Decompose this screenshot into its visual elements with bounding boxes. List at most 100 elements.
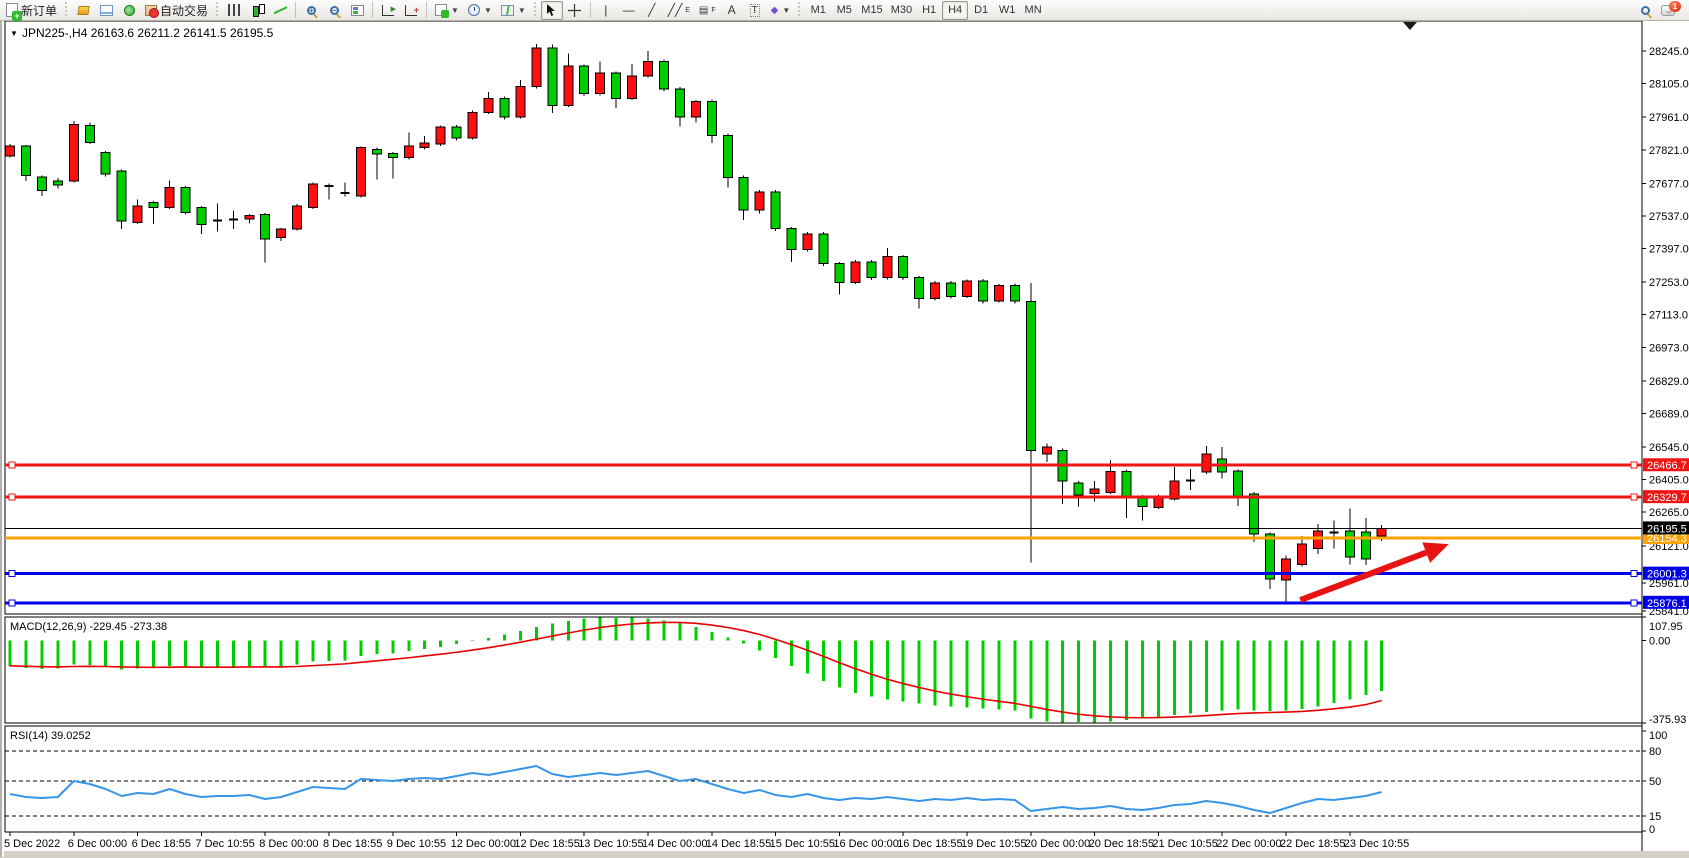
chart-shift-button[interactable] (400, 1, 422, 20)
text-tool[interactable]: A (721, 1, 743, 20)
time-tick-label: 23 Dec 10:55 (1344, 838, 1409, 850)
bearish-candle (1233, 470, 1244, 497)
timeframe-h4-button[interactable]: H4 (942, 0, 969, 20)
line-handle[interactable] (8, 461, 16, 469)
bearish-candle (866, 261, 877, 279)
templates-button[interactable]: ▼ (497, 1, 530, 20)
zoom-in-button[interactable]: + (300, 1, 322, 20)
cursor-tool-button[interactable] (540, 0, 563, 20)
equidistant-channel-tool[interactable]: ╱╱ E (664, 1, 694, 20)
main-toolbar: 新订单 自动交易 + − ▼ ▼ ▼ | — ╱ ╱╱E ▤F A T ◆▼ M… (0, 0, 1689, 21)
bearish-candle (1121, 470, 1132, 497)
tile-windows-icon (350, 4, 364, 16)
price-axis[interactable]: 28245.0 28105.0 27961.0 27821.0 27677.0 27537… (1642, 46, 1689, 618)
crosshair-tool-button[interactable] (564, 1, 586, 20)
time-tick-label: 9 Dec 10:55 (387, 838, 446, 850)
tile-windows-button[interactable] (346, 1, 368, 20)
rsi-panel[interactable]: RSI(14) 39.0252 100 80 50 150 (5, 730, 1667, 836)
bullish-candle (467, 111, 478, 139)
chart-shift-marker[interactable] (1403, 22, 1417, 30)
timeframe-m5-button[interactable]: M5 (836, 4, 852, 16)
bearish-candle (914, 277, 925, 300)
bullish-candle (1312, 530, 1323, 549)
search-button[interactable] (1634, 1, 1656, 20)
autotrading-icon (145, 4, 160, 18)
chart-window[interactable]: 28245.0 28105.0 27961.0 27821.0 27677.0 27537… (0, 21, 1689, 857)
bullish-candle (164, 187, 175, 209)
symbol-info-bar[interactable]: ▼ JPN225-,H4 26163.6 26211.2 26141.5 2619… (10, 26, 274, 40)
market-watch-button[interactable] (72, 1, 94, 20)
bearish-candle (674, 88, 685, 118)
text-icon: A (727, 3, 736, 17)
timeframe-d1-button[interactable]: D1 (974, 4, 989, 16)
text-label-icon: T (749, 3, 760, 17)
bearish-candle (1249, 493, 1260, 535)
bearish-candle (738, 176, 749, 211)
price-tick-label: 26265.0 (1649, 507, 1689, 519)
fibo-sub-label: F (711, 6, 716, 14)
chat-button[interactable]: 1 (1657, 0, 1681, 20)
bullish-candle (850, 261, 861, 283)
toolbar-separator (589, 2, 591, 18)
chevron-down-icon: ▼ (782, 5, 791, 15)
line-handle[interactable] (8, 570, 16, 578)
macd-panel[interactable]: MACD(12,26,9) -229.45 -273.38 107.95 0.00 -… (8, 616, 1686, 726)
arrows-icon: ◆ (770, 4, 779, 16)
toolbar-separator (372, 2, 374, 18)
timeframe-m15-button[interactable]: M15 (861, 4, 883, 16)
line-handle[interactable] (1630, 461, 1638, 469)
bearish-candle (658, 60, 669, 90)
candlestick-chart-icon (251, 4, 265, 17)
time-tick-label: 6 Dec 18:55 (132, 838, 191, 850)
indicators-button[interactable]: ▼ (431, 1, 463, 20)
line-handle[interactable] (1630, 493, 1638, 501)
bullish-candle (435, 126, 446, 145)
timeframe-m1-button[interactable]: M1 (810, 4, 826, 16)
fibonacci-tool[interactable]: ▤ F (695, 1, 720, 20)
line-chart-icon (274, 4, 287, 16)
price-chart[interactable]: 28245.0 28105.0 27961.0 27821.0 27677.0 27537… (2, 21, 1689, 857)
bar-chart-button[interactable] (223, 1, 245, 20)
timeframe-h1-button[interactable]: H1 (922, 4, 937, 16)
bullish-candle (1376, 527, 1387, 537)
line-chart-button[interactable] (269, 1, 291, 20)
bearish-candle (84, 124, 95, 144)
trend-arrow-head (1422, 542, 1449, 563)
toolbar-separator (295, 2, 297, 18)
line-handle[interactable] (8, 493, 16, 501)
periods-button[interactable]: ▼ (464, 1, 496, 20)
timeframe-m30-button[interactable]: M30 (890, 4, 913, 16)
time-axis[interactable]: 5 Dec 2022 6 Dec 00:00 6 Dec 18:55 7 Dec 10… (4, 832, 1409, 850)
zoom-out-button[interactable]: − (323, 1, 345, 20)
price-tick-label: 26545.0 (1649, 442, 1689, 454)
trendline-tool[interactable]: ╱ (641, 1, 663, 20)
auto-scroll-button[interactable] (377, 1, 399, 20)
current-price-badge (1643, 521, 1689, 535)
horizontal-line-tool[interactable]: — (618, 1, 640, 20)
timeframe-mn-button[interactable]: MN (1024, 4, 1042, 16)
price-tick-label: 27253.0 (1649, 277, 1689, 289)
line-handle[interactable] (1630, 599, 1638, 607)
new-order-button[interactable]: 新订单 (2, 1, 61, 21)
bullish-candle (802, 233, 813, 251)
trend-arrow[interactable] (1299, 542, 1449, 603)
timeframe-w1-button[interactable]: W1 (998, 4, 1016, 16)
bearish-candle (100, 152, 111, 175)
autotrading-button[interactable]: 自动交易 (141, 1, 212, 20)
vertical-line-tool[interactable]: | (595, 1, 617, 20)
arrows-tool[interactable]: ◆ ▼ (767, 1, 795, 20)
macd-axis-label: 107.95 (1649, 621, 1683, 633)
bullish-candle (483, 97, 494, 113)
alerts-button[interactable] (118, 1, 140, 20)
new-chart-button[interactable] (95, 1, 117, 20)
price-tick-label: 26973.0 (1649, 342, 1689, 354)
time-tick-label: 14 Dec 00:00 (642, 838, 707, 850)
candlestick-chart-button[interactable] (246, 1, 268, 20)
text-label-tool[interactable]: T (744, 1, 766, 20)
line-handle[interactable] (1630, 570, 1638, 578)
price-level-badge-label: 26329.7 (1647, 492, 1687, 504)
chart-background (4, 21, 1689, 854)
new-order-label: 新订单 (21, 3, 58, 18)
line-handle[interactable] (8, 599, 16, 607)
bearish-candle (1025, 300, 1036, 452)
